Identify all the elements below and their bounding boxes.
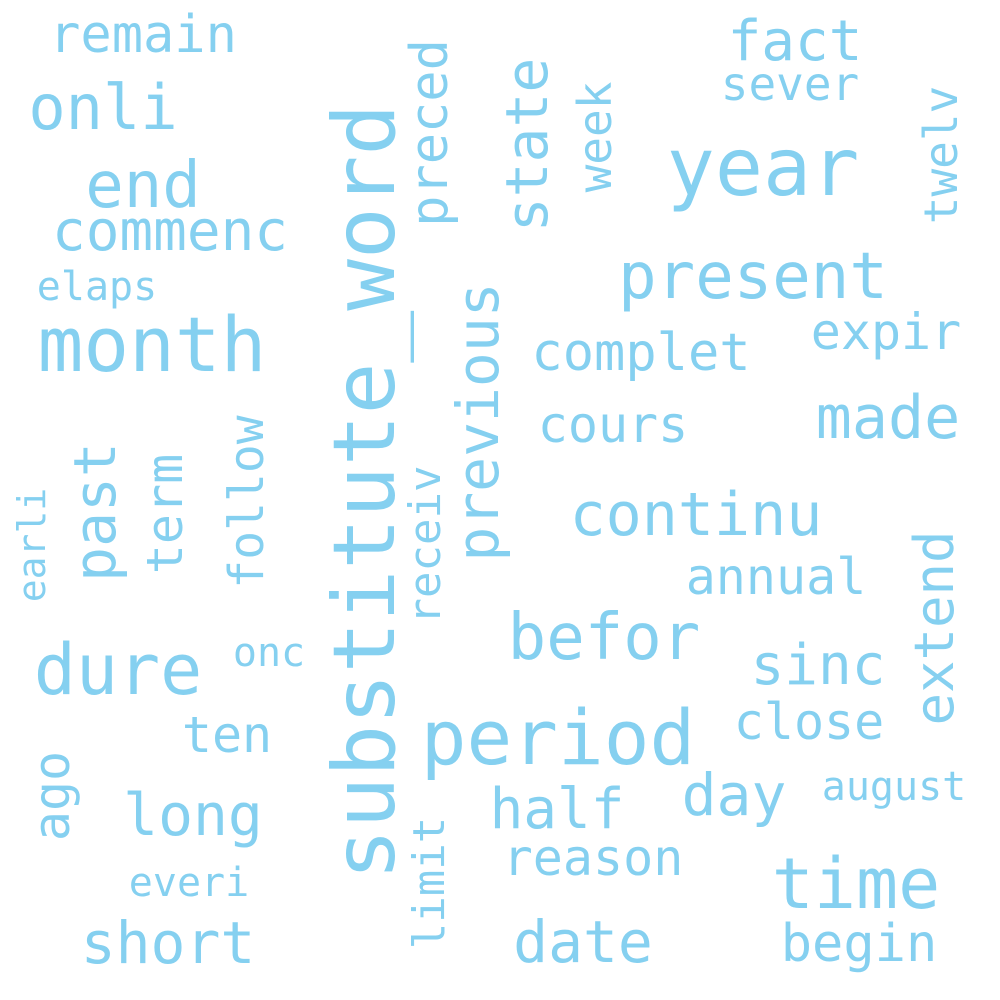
word-term: term <box>136 453 194 575</box>
word-year: year <box>666 121 860 214</box>
word-commenc: commenc <box>51 199 289 264</box>
word-extend: extend <box>903 530 966 726</box>
word-date: date <box>513 908 653 976</box>
word-half: half <box>489 777 625 842</box>
word-limit: limit <box>404 816 455 950</box>
word-annual: annual <box>685 548 867 606</box>
word-week: week <box>568 81 622 193</box>
word-dure: dure <box>33 629 203 711</box>
word-day: day <box>681 761 787 829</box>
word-receiv: receiv <box>400 465 451 625</box>
word-complet: complet <box>531 323 751 383</box>
word-preced: preced <box>400 39 460 227</box>
word-begin: begin <box>780 914 938 974</box>
word-august: august <box>821 764 967 810</box>
word-end: end <box>85 149 201 223</box>
word-sever: sever <box>720 57 860 111</box>
word-reason: reason <box>502 829 684 887</box>
word-cours: cours <box>537 396 689 454</box>
word-expir: expir <box>810 303 962 361</box>
word-substitute-word: substitute_word <box>315 103 415 881</box>
word-onli: onli <box>28 71 178 144</box>
word-befor: befor <box>507 601 701 675</box>
word-month: month <box>37 300 267 389</box>
word-elaps: elaps <box>36 264 158 310</box>
word-state: state <box>493 57 561 233</box>
word-long: long <box>123 781 263 849</box>
word-remain: remain <box>49 5 237 65</box>
word-earli: earli <box>10 487 54 603</box>
word-short: short <box>80 909 256 977</box>
word-follow: follow <box>219 415 275 589</box>
word-made: made <box>815 383 961 453</box>
word-everi: everi <box>128 860 250 906</box>
word-close: close <box>733 693 885 751</box>
word-fact: fact <box>727 9 863 74</box>
word-continu: continu <box>569 480 823 550</box>
word-onc: onc <box>232 630 306 676</box>
word-twelv: twelv <box>914 85 968 225</box>
word-sinc: sinc <box>750 633 886 698</box>
word-present: present <box>618 240 888 314</box>
word-previous: previous <box>444 282 512 562</box>
word-period: period <box>420 693 696 782</box>
word-ten: ten <box>181 706 273 764</box>
word-time: time <box>771 843 941 925</box>
word-ago: ago <box>23 750 81 842</box>
word-past: past <box>61 442 129 582</box>
